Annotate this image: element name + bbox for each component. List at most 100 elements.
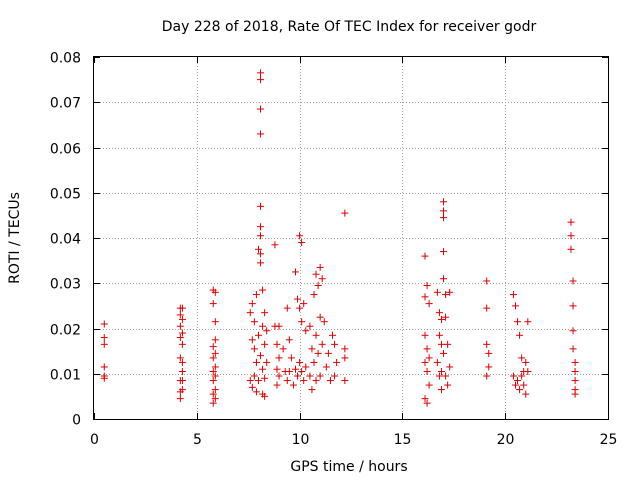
data-point bbox=[518, 372, 526, 380]
data-point bbox=[316, 313, 324, 321]
y-tick-label: 0.04 bbox=[50, 232, 81, 248]
data-point bbox=[421, 252, 429, 260]
data-point bbox=[312, 270, 320, 278]
data-point bbox=[176, 334, 184, 342]
y-tick-labels: 0 0.01 0.02 0.03 0.04 0.05 0.06 0.07 0.08 bbox=[50, 51, 81, 429]
data-point bbox=[569, 302, 577, 310]
data-point bbox=[520, 381, 528, 389]
data-point bbox=[444, 340, 452, 348]
x-tick-label: 5 bbox=[193, 432, 202, 448]
x-axis-label: GPS time / hours bbox=[290, 459, 407, 475]
data-point bbox=[100, 334, 108, 342]
data-point bbox=[306, 322, 314, 330]
data-point bbox=[291, 365, 299, 373]
data-point bbox=[423, 345, 431, 353]
data-point bbox=[285, 336, 293, 344]
data-point bbox=[331, 340, 339, 348]
data-point bbox=[509, 291, 517, 299]
data-point bbox=[211, 363, 219, 371]
y-tick-label: 0 bbox=[72, 413, 81, 429]
data-point bbox=[250, 372, 258, 380]
data-point bbox=[312, 331, 320, 339]
data-point bbox=[567, 218, 575, 226]
x-tick-labels: 0 5 10 15 20 25 bbox=[90, 432, 617, 448]
data-point bbox=[252, 388, 260, 396]
data-point bbox=[314, 349, 322, 357]
data-point bbox=[296, 304, 304, 312]
data-point bbox=[444, 381, 452, 389]
data-point bbox=[425, 381, 433, 389]
chart-title: Day 228 of 2018, Rate Of TEC Index for r… bbox=[162, 19, 537, 35]
data-point bbox=[485, 349, 493, 357]
data-point bbox=[211, 372, 219, 380]
data-point bbox=[435, 331, 443, 339]
data-point bbox=[252, 358, 260, 366]
data-point bbox=[254, 245, 262, 253]
data-point bbox=[421, 358, 429, 366]
data-point bbox=[333, 358, 341, 366]
data-point bbox=[485, 363, 493, 371]
data-point bbox=[306, 372, 314, 380]
data-point bbox=[569, 327, 577, 335]
data-point bbox=[442, 372, 450, 380]
data-point bbox=[211, 395, 219, 403]
data-point bbox=[246, 309, 254, 317]
data-point bbox=[100, 340, 108, 348]
data-point bbox=[437, 386, 445, 394]
data-point bbox=[209, 354, 217, 362]
data-point bbox=[211, 336, 219, 344]
data-point bbox=[511, 381, 519, 389]
data-point bbox=[437, 315, 445, 323]
data-point bbox=[178, 367, 186, 375]
x-tick-label: 10 bbox=[292, 432, 310, 448]
data-point bbox=[516, 331, 524, 339]
data-point bbox=[442, 313, 450, 321]
data-point bbox=[261, 392, 269, 400]
data-point bbox=[296, 358, 304, 366]
data-point bbox=[326, 377, 334, 385]
data-point bbox=[571, 367, 579, 375]
data-point bbox=[298, 318, 306, 326]
data-point bbox=[322, 363, 330, 371]
data-point bbox=[440, 275, 448, 283]
data-point bbox=[320, 318, 328, 326]
data-point bbox=[569, 277, 577, 285]
data-point bbox=[440, 248, 448, 256]
data-point bbox=[176, 311, 184, 319]
data-point bbox=[257, 352, 265, 360]
data-point bbox=[285, 367, 293, 375]
data-point bbox=[275, 354, 283, 362]
data-point bbox=[257, 130, 265, 138]
y-tick-label: 0.01 bbox=[50, 368, 81, 384]
data-point bbox=[209, 343, 217, 351]
y-tick-label: 0.02 bbox=[50, 323, 81, 339]
data-point bbox=[316, 372, 324, 380]
data-point bbox=[571, 358, 579, 366]
data-point bbox=[257, 250, 265, 258]
data-point bbox=[569, 345, 577, 353]
data-point bbox=[273, 365, 281, 373]
data-point bbox=[446, 363, 454, 371]
data-point bbox=[248, 383, 256, 391]
x-tick-label: 25 bbox=[600, 432, 618, 448]
data-point bbox=[567, 232, 575, 240]
y-tick-label: 0.06 bbox=[50, 142, 81, 158]
data-point bbox=[257, 223, 265, 231]
data-point bbox=[248, 336, 256, 344]
data-point bbox=[421, 331, 429, 339]
data-point bbox=[246, 377, 254, 385]
data-point bbox=[211, 349, 219, 357]
data-point bbox=[341, 377, 349, 385]
data-point bbox=[257, 69, 265, 77]
y-tick-label: 0.08 bbox=[50, 51, 81, 67]
data-point bbox=[423, 399, 431, 407]
data-point bbox=[273, 340, 281, 348]
data-point bbox=[509, 372, 517, 380]
data-point bbox=[211, 288, 219, 296]
data-point bbox=[423, 367, 431, 375]
data-point bbox=[341, 354, 349, 362]
data-point bbox=[100, 320, 108, 328]
data-point bbox=[209, 399, 217, 407]
data-point bbox=[518, 354, 526, 362]
